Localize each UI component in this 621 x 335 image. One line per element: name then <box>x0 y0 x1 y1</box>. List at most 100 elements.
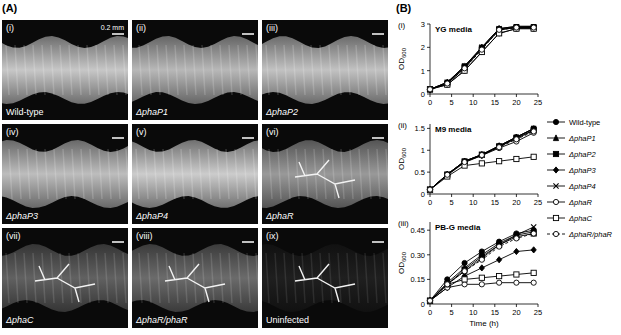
fold <box>386 149 388 199</box>
fold <box>332 149 335 199</box>
series-line: ΔphaP4 <box>430 227 534 301</box>
fold <box>320 253 323 303</box>
x-tick-label: 25 <box>534 198 542 207</box>
fold <box>87 45 90 95</box>
fold <box>78 45 81 95</box>
image-index: (vii) <box>6 231 21 241</box>
series-line: ΔphaR <box>430 283 534 301</box>
series-line: ΔphaP4 <box>430 26 534 89</box>
fold <box>24 253 27 303</box>
marker <box>462 159 467 164</box>
marker <box>427 187 432 192</box>
marker <box>531 231 536 236</box>
marker <box>427 187 432 192</box>
y-tick <box>427 194 430 195</box>
fold <box>145 149 148 199</box>
fold <box>199 149 202 199</box>
fold <box>69 253 72 303</box>
marker <box>445 81 450 86</box>
fold <box>229 45 232 95</box>
x-axis-label: Time (h) <box>469 319 499 328</box>
fold <box>217 149 220 199</box>
fold <box>211 45 214 95</box>
branch <box>35 264 95 302</box>
marker <box>497 257 502 263</box>
marker <box>531 129 536 134</box>
fold <box>24 45 27 95</box>
y-axis-label-main: OD <box>397 58 406 70</box>
image-label: ΔphaR <box>265 211 294 221</box>
fold <box>190 149 193 199</box>
fold <box>356 45 359 95</box>
fold <box>302 45 305 95</box>
y-axis-label: OD600 <box>397 251 407 274</box>
scale-bar <box>372 33 384 35</box>
y-tick <box>427 47 430 48</box>
fold <box>78 253 81 303</box>
fold <box>193 253 196 303</box>
legend-entry: ΔphaP1 <box>568 134 596 143</box>
fold <box>72 149 75 199</box>
scale-bar <box>242 241 254 243</box>
x-tick-label: 10 <box>469 308 477 317</box>
fold <box>341 149 344 199</box>
marker <box>531 270 536 275</box>
fold <box>96 45 99 95</box>
fold <box>157 253 160 303</box>
marker <box>427 187 432 192</box>
fold <box>63 149 66 199</box>
fold <box>323 149 326 199</box>
scale-bar <box>242 137 254 139</box>
series-line: ΔphaR <box>430 29 534 90</box>
fold <box>247 45 250 95</box>
x-tick <box>451 94 452 97</box>
image-label: Wild-type <box>6 107 44 117</box>
fold <box>126 149 128 199</box>
micrograph <box>262 228 388 328</box>
marker <box>497 145 502 150</box>
fold <box>338 45 341 95</box>
marker <box>514 248 519 254</box>
marker <box>427 298 432 303</box>
fold <box>347 45 350 95</box>
y-axis-label-sub: 600 <box>401 147 407 158</box>
fold <box>51 45 54 95</box>
fold <box>96 253 99 303</box>
fold <box>311 45 314 95</box>
gut-band <box>132 140 258 208</box>
fold <box>359 149 362 199</box>
fold <box>193 45 196 95</box>
y-tick <box>427 24 430 25</box>
fold <box>27 149 30 199</box>
marker <box>445 282 450 287</box>
marker <box>445 172 450 178</box>
gut-band <box>262 244 388 312</box>
fold <box>284 253 287 303</box>
legend-marker <box>553 215 558 220</box>
image-index: (viii) <box>136 231 153 241</box>
fold <box>238 253 241 303</box>
marker <box>462 269 467 274</box>
series-line: ΔphaC <box>430 157 534 190</box>
marker <box>462 159 467 164</box>
x-tick <box>494 194 495 197</box>
marker <box>427 87 432 92</box>
fold <box>275 45 278 95</box>
marker <box>462 269 467 274</box>
micrograph <box>262 20 388 120</box>
series-line: Wild-type <box>430 26 534 89</box>
fold <box>33 45 36 95</box>
series-line: ΔphaP3 <box>430 131 534 190</box>
fold <box>208 149 211 199</box>
legend-entry: ΔphaR <box>568 198 593 207</box>
scale-bar-label: 0.2 mm <box>101 24 125 31</box>
image-index: (iv) <box>6 127 19 137</box>
fold <box>229 253 232 303</box>
y-tick <box>427 128 430 129</box>
fold <box>45 149 48 199</box>
fold <box>284 45 287 95</box>
fold <box>293 45 296 95</box>
x-tick <box>538 194 539 197</box>
fold <box>356 253 359 303</box>
gut-band <box>262 36 388 104</box>
